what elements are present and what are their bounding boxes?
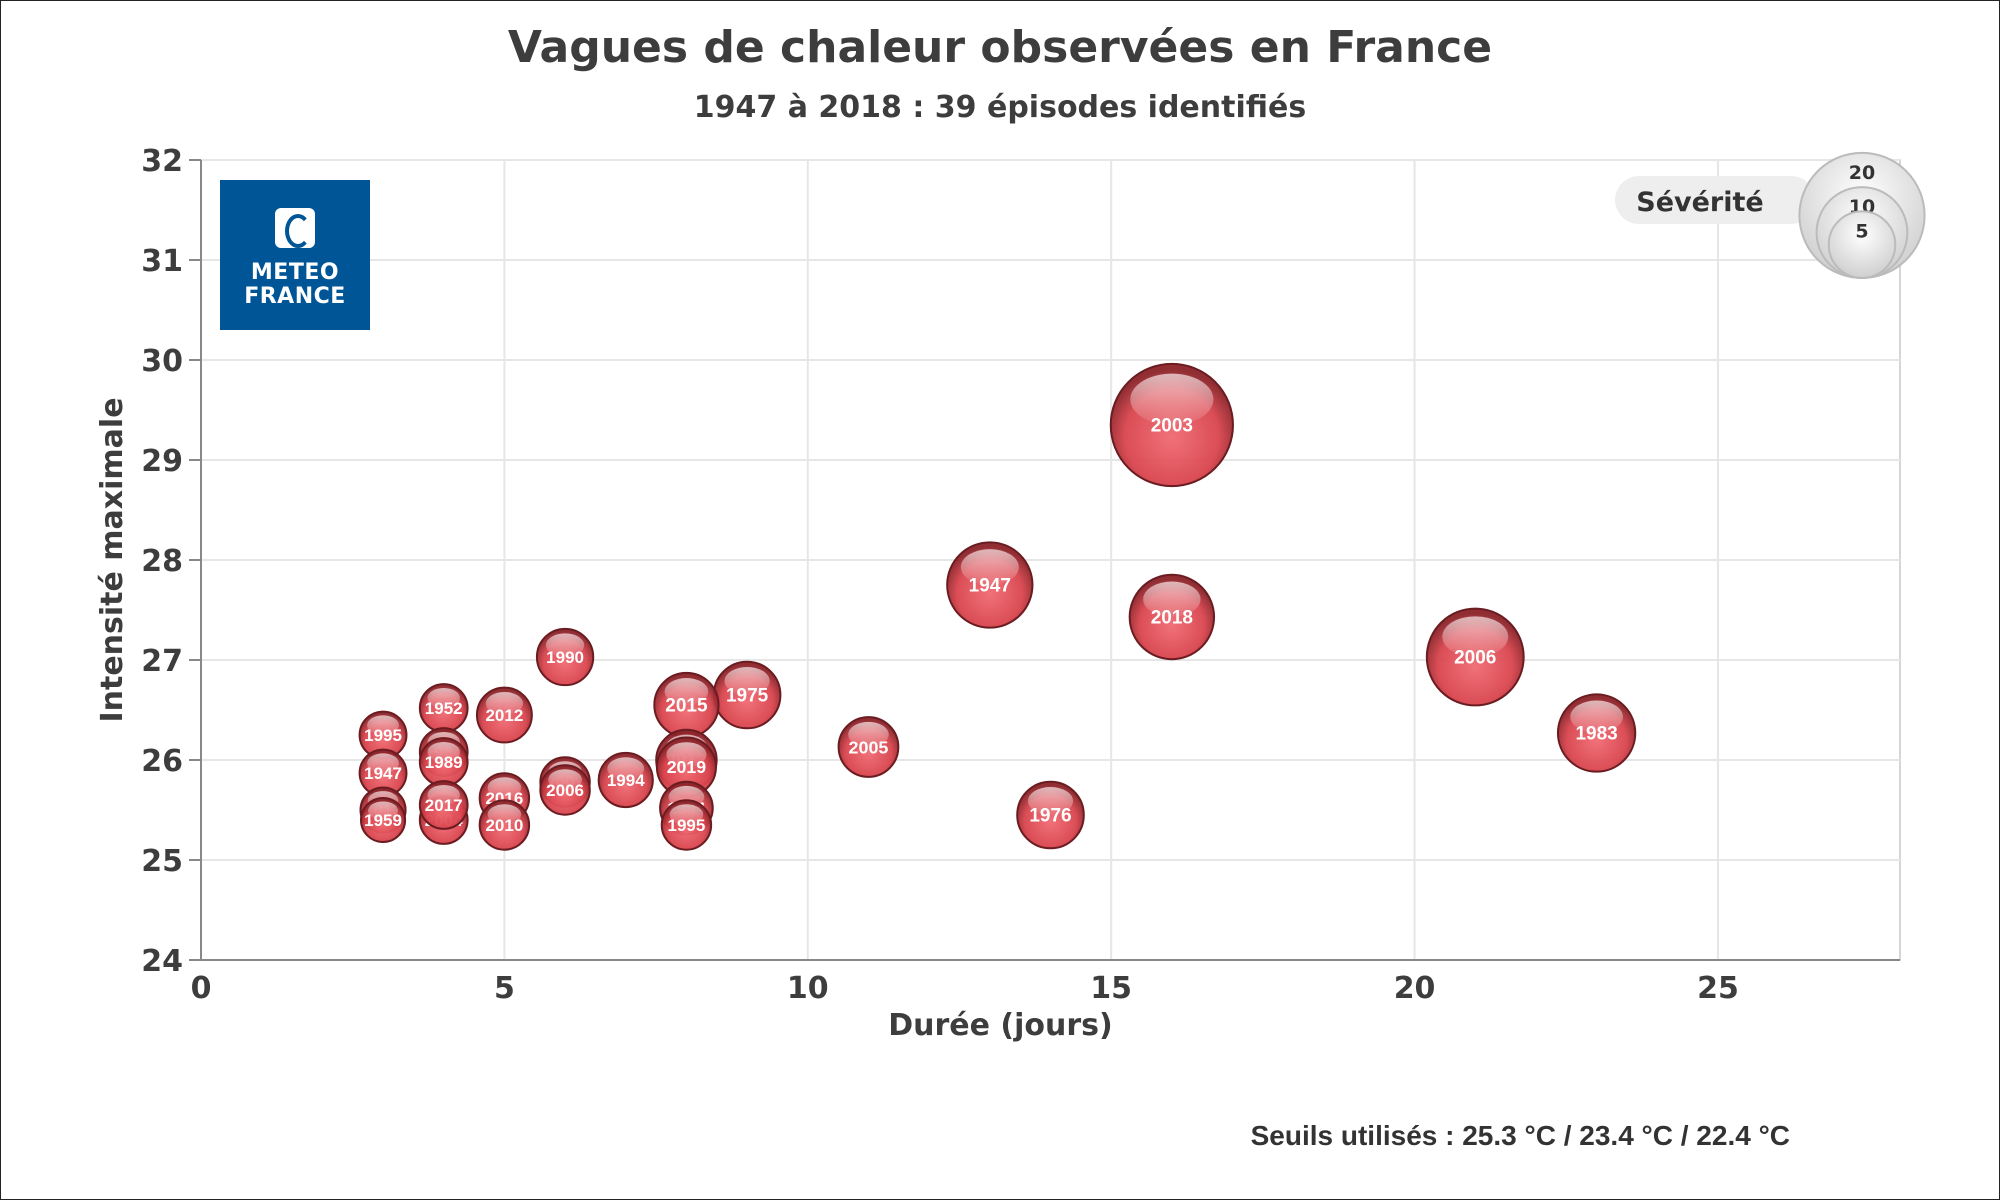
bubble-1995: 1995 [660, 799, 713, 851]
bubble-label: 1976 [1029, 806, 1071, 827]
bubble-highlight [545, 633, 585, 657]
bubble-2019: 2019 [655, 736, 717, 798]
thresholds-footnote: Seuils utilisés : 25.3 °C / 23.4 °C / 22… [1250, 1120, 1790, 1151]
bubble-highlight [1130, 373, 1214, 425]
legend-size-label: 20 [1849, 162, 1875, 184]
bubble-highlight [848, 721, 889, 747]
bubble-1983: 1983 [1556, 693, 1637, 773]
bubble-1995: 1995 [358, 710, 408, 760]
bubble-highlight [1442, 616, 1509, 657]
x-tick-label: 10 [787, 971, 829, 1006]
bubble-label: 1990 [546, 648, 584, 667]
bubble-label: 2018 [1151, 608, 1193, 629]
bubble-highlight [367, 715, 399, 736]
x-tick-label: 5 [494, 971, 515, 1006]
bubble-1959: 1959 [359, 796, 407, 844]
bubble-highlight [427, 687, 460, 709]
bubble-label: 2017 [425, 796, 463, 815]
bubble-highlight [427, 741, 460, 763]
bubble-1976: 1976 [1016, 780, 1085, 850]
meteo-france-emblem-icon [275, 208, 315, 248]
y-tick-label: 30 [141, 344, 183, 379]
bubble-1947: 1947 [358, 748, 408, 798]
bubble-label: 1975 [726, 686, 769, 707]
bubble-label: 2015 [665, 696, 708, 717]
bubble-label: 1983 [1575, 724, 1617, 745]
x-axis-title: Durée (jours) [888, 1008, 1113, 1043]
bubble-highlight [1570, 700, 1623, 733]
bubble-2003: 2003 [1109, 362, 1234, 488]
logo-text-line2: FRANCE [244, 284, 346, 309]
y-tick-label: 25 [141, 844, 183, 879]
chart-title: Vagues de chaleur observées en France [507, 22, 1493, 73]
y-tick-label: 26 [141, 744, 183, 779]
bubble-highlight [487, 804, 522, 825]
bubble-2010: 2010 [478, 799, 531, 851]
bubble-1994: 1994 [597, 751, 654, 809]
bubble-highlight [487, 777, 522, 798]
bubble-highlight [669, 804, 704, 825]
bubble-highlight [427, 784, 460, 806]
bubble-highlight [1143, 581, 1201, 617]
bubble-highlight [1027, 787, 1074, 815]
bubble-2017: 2017 [418, 780, 469, 830]
y-tick-label: 32 [141, 144, 183, 179]
y-tick-label: 24 [141, 944, 183, 979]
x-tick-label: 0 [191, 971, 212, 1006]
x-tick-label: 20 [1394, 971, 1436, 1006]
bubble-2006: 2006 [539, 764, 591, 816]
bubble-2005: 2005 [837, 716, 900, 778]
bubble-1990: 1990 [535, 627, 595, 687]
legend-bubble-5 [1827, 210, 1897, 279]
bubble-1952: 1952 [418, 683, 469, 733]
bubble-2015: 2015 [653, 671, 720, 739]
y-axis-title: Intensité maximale [95, 397, 130, 722]
bubble-highlight [485, 691, 524, 715]
bubble-1947: 1947 [946, 541, 1034, 629]
bubble-label: 1947 [364, 764, 402, 783]
bubble-2012: 2012 [475, 686, 533, 744]
bubble-label: 1995 [364, 726, 402, 745]
bubble-2018: 2018 [1128, 573, 1216, 661]
bubble-label: 1959 [364, 811, 402, 830]
bubble-highlight [666, 742, 707, 767]
bubble-label: 2003 [1151, 416, 1193, 437]
bubble-label: 2012 [485, 706, 523, 725]
bubble-highlight [960, 549, 1019, 585]
bubble-label: 2006 [1454, 648, 1496, 669]
bubble-label: 1952 [425, 699, 463, 718]
logo-text-line1: METEO [250, 260, 340, 285]
chart-subtitle: 1947 à 2018 : 39 épisodes identifiés [693, 90, 1307, 125]
legend-title-pill [1615, 176, 1815, 224]
bubble-2006: 2006 [1425, 607, 1525, 707]
legend-title: Sévérité [1636, 187, 1763, 218]
legend-size-label: 5 [1855, 220, 1868, 242]
bubble-label: 1989 [425, 753, 463, 772]
y-tick-label: 31 [141, 244, 183, 279]
y-tick-label: 28 [141, 544, 183, 579]
bubble-1989: 1989 [418, 737, 469, 787]
meteo-france-logo: METEO FRANCE [220, 180, 370, 330]
bubble-label: 1994 [607, 771, 645, 790]
y-tick-label: 27 [141, 644, 183, 679]
bubble-label: 2019 [667, 757, 707, 777]
bubble-highlight [548, 769, 582, 790]
bubble-highlight [664, 678, 709, 705]
bubble-label: 1995 [668, 816, 706, 835]
bubble-highlight [367, 753, 399, 774]
y-tick-label: 29 [141, 444, 183, 479]
x-tick-label: 25 [1697, 971, 1739, 1006]
bubble-highlight [724, 667, 770, 695]
bubble-label: 1947 [969, 576, 1011, 597]
x-tick-label: 15 [1090, 971, 1132, 1006]
bubble-label: 2010 [485, 816, 523, 835]
bubble-label: 2006 [546, 781, 584, 800]
bubble-label: 2005 [849, 737, 889, 757]
bubble-1975: 1975 [712, 660, 782, 730]
bubble-highlight [607, 757, 645, 781]
bubble-highlight [368, 801, 399, 820]
